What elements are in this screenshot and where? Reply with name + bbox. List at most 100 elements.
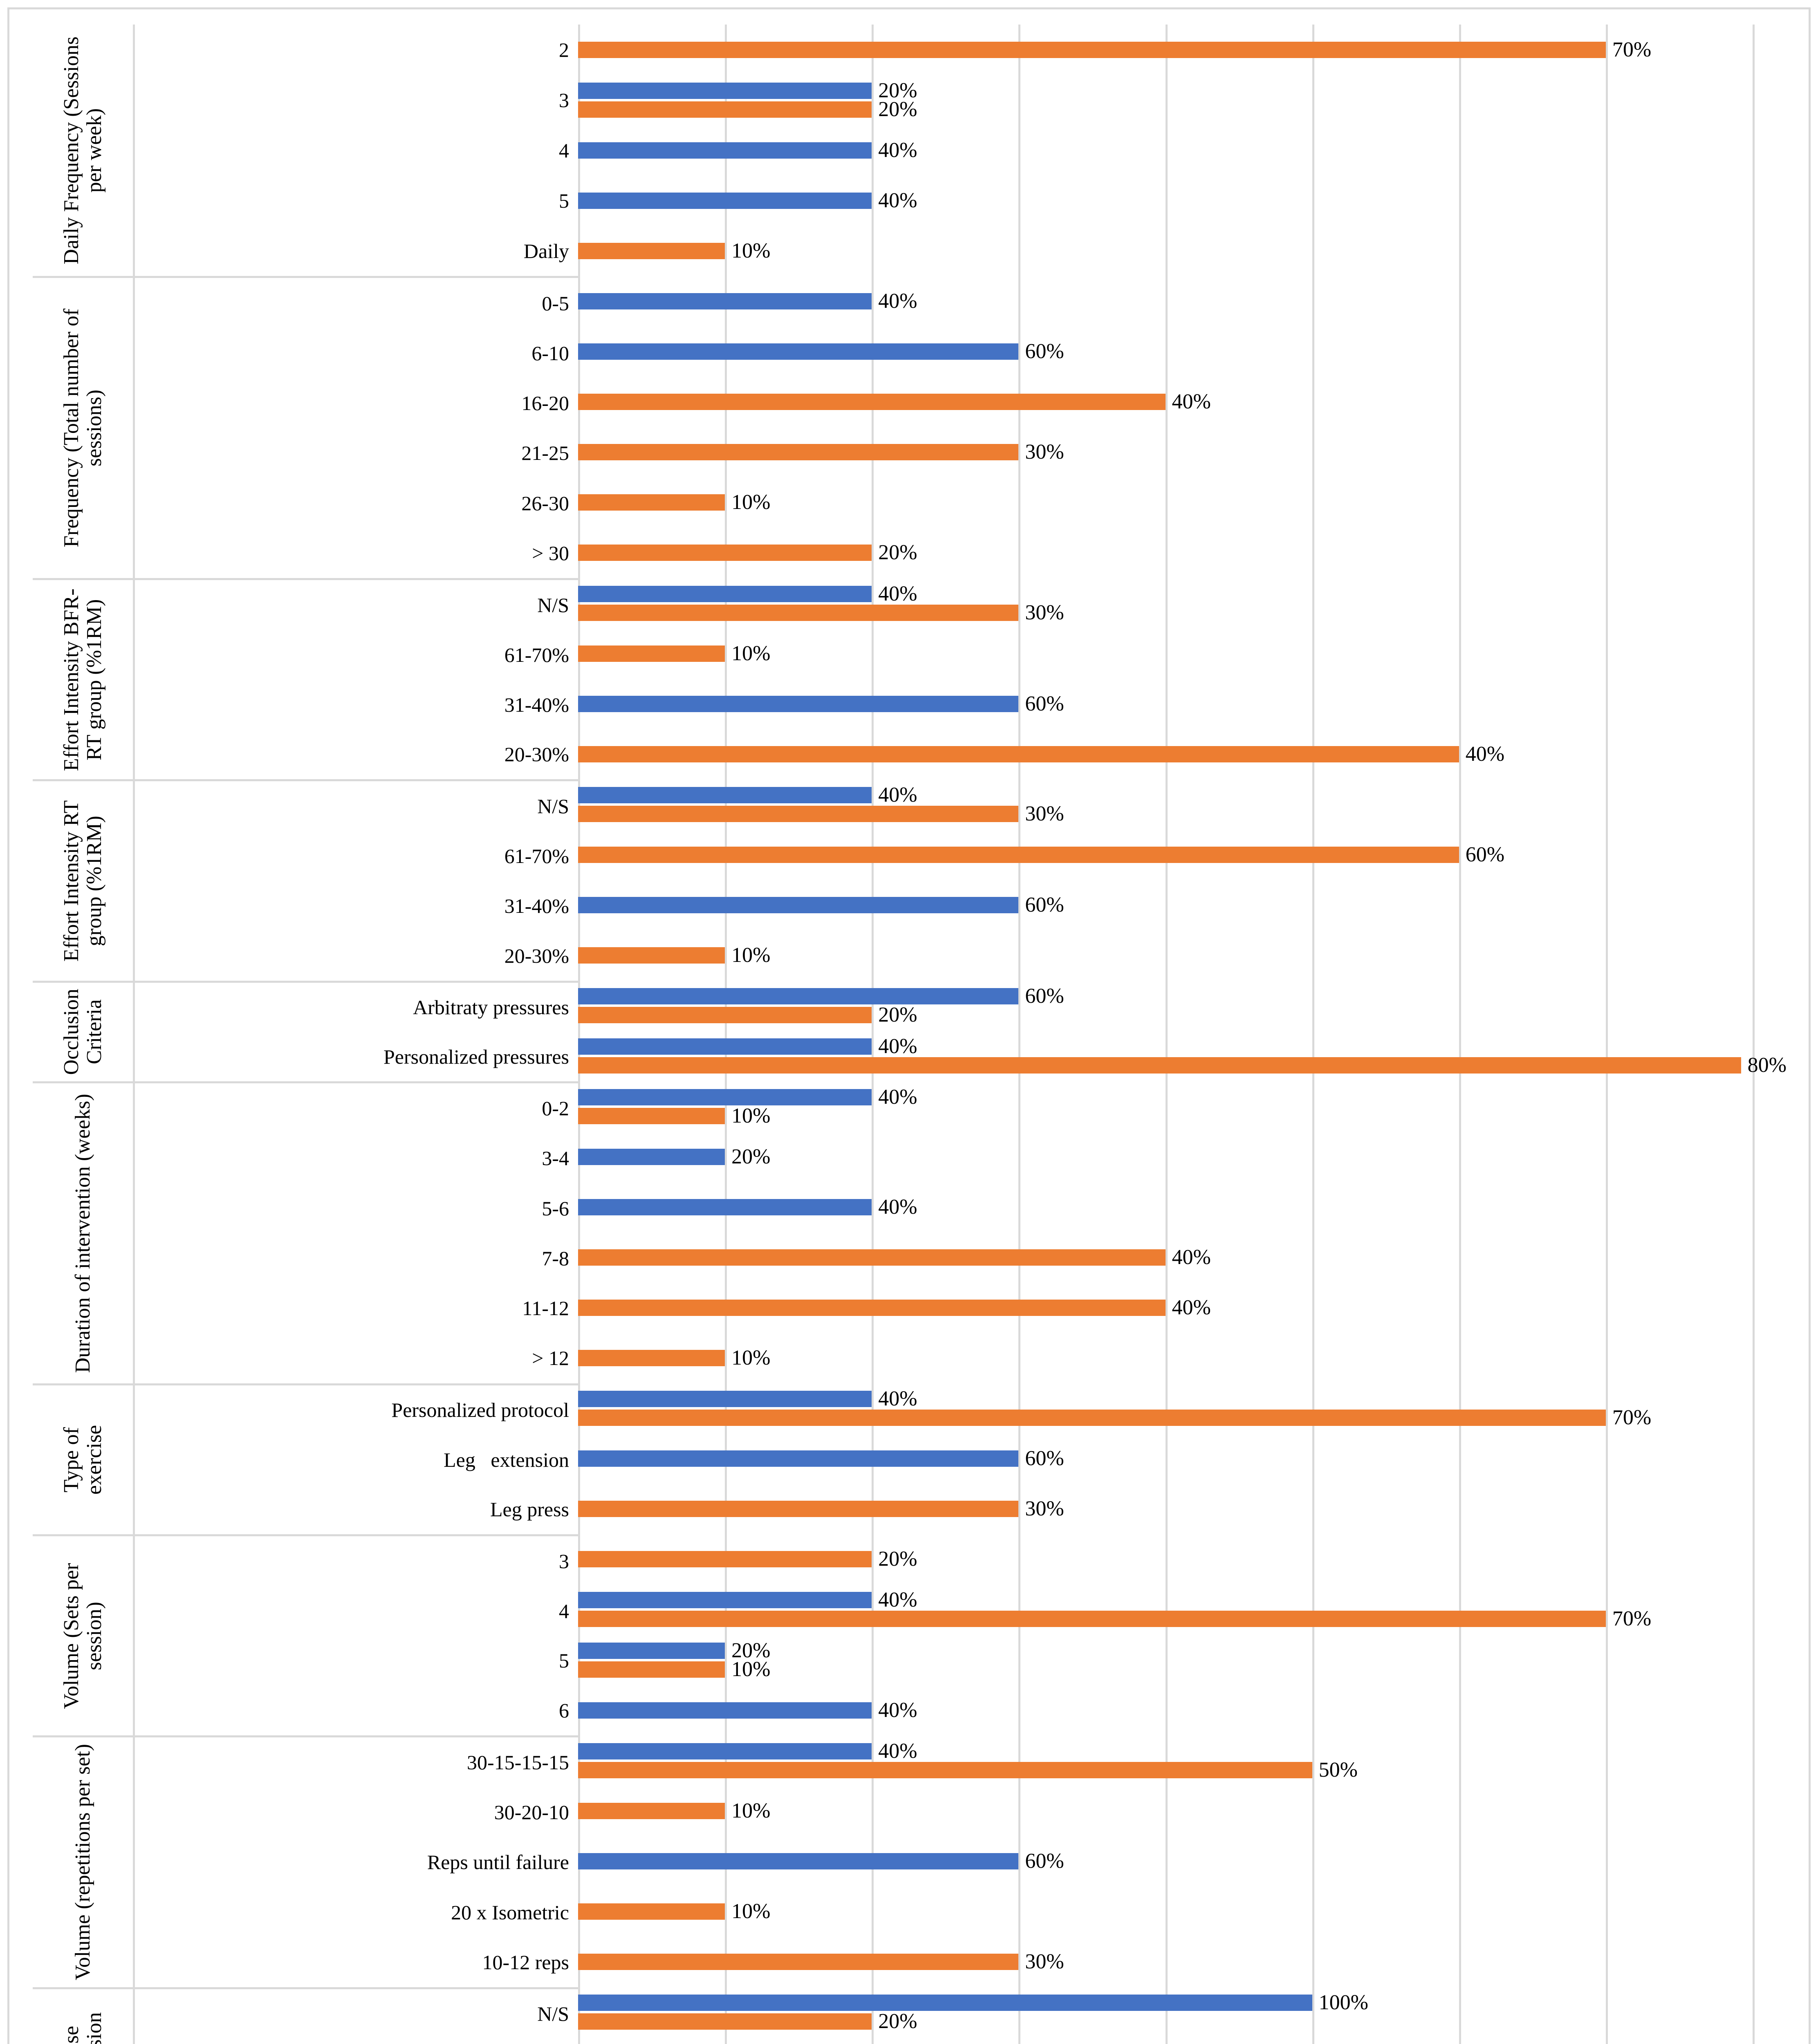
bar-segment-pre-op[interactable] [578,1089,872,1105]
bar-pre-op[interactable]: 60% [578,986,1787,1007]
bar-segment-pre-op[interactable] [578,787,872,803]
bar-post-op[interactable]: 30% [578,1951,1787,1972]
bar-pre-op[interactable]: 20% [578,1640,1787,1661]
bar-post-op[interactable]: 40% [578,1297,1787,1318]
bar-segment-post-op[interactable] [578,645,725,662]
bar-pre-op[interactable]: 60% [578,341,1787,362]
bar-segment-post-op[interactable] [578,847,1459,863]
bar-post-op[interactable]: 10% [578,1901,1787,1922]
bar-post-op[interactable]: 30% [578,602,1787,623]
bar-segment-pre-op[interactable] [578,192,872,209]
bar-segment-post-op[interactable] [578,242,725,259]
bar-segment-post-op[interactable] [578,101,872,118]
bar-post-op[interactable]: 30% [578,1498,1787,1520]
bar-post-op[interactable]: 10% [578,643,1787,664]
bar-segment-post-op[interactable] [578,746,1459,762]
bar-post-op[interactable]: 70% [578,1608,1787,1629]
bar-segment-post-op[interactable] [578,1299,1166,1316]
bar-segment-pre-op[interactable] [578,82,872,99]
bar-segment-post-op[interactable] [578,1007,872,1024]
bar-post-op[interactable]: 40% [578,743,1787,764]
bar-segment-post-op[interactable] [578,1349,725,1366]
bar-pre-op[interactable]: 40% [578,1086,1787,1107]
bar-segment-post-op[interactable] [578,2013,872,2030]
bar-post-op[interactable]: 20% [578,542,1787,563]
bar-segment-pre-op[interactable] [578,1743,872,1759]
bar-segment-post-op[interactable] [578,1762,1312,1778]
bar-post-op[interactable]: 10% [578,1800,1787,1821]
bar-segment-pre-op[interactable] [578,1853,1019,1869]
bar-pre-op[interactable]: 40% [578,1740,1787,1762]
bar-segment-post-op[interactable] [578,41,1606,58]
bar-pre-op[interactable]: 60% [578,1850,1787,1871]
bar-segment-post-op[interactable] [578,1410,1606,1426]
bar-post-op[interactable]: 40% [578,1246,1787,1268]
bar-pre-op[interactable]: 40% [578,1036,1787,1057]
bar-segment-post-op[interactable] [578,1057,1741,1074]
bar-post-op[interactable]: 10% [578,945,1787,966]
bar-post-op[interactable]: 70% [578,39,1787,60]
bar-segment-pre-op[interactable] [578,1148,725,1165]
bar-segment-pre-op[interactable] [578,695,1019,712]
bar-pre-op[interactable]: 60% [578,1448,1787,1469]
bar-segment-post-op[interactable] [578,1903,725,1920]
bar-segment-pre-op[interactable] [578,293,872,310]
bar-pre-op[interactable]: 40% [578,1699,1787,1721]
bar-post-op[interactable]: 30% [578,803,1787,824]
bar-segment-post-op[interactable] [578,1249,1166,1266]
bar-segment-pre-op[interactable] [578,585,872,602]
bar-post-op[interactable]: 20% [578,1549,1787,1570]
bar-post-op[interactable]: 50% [578,1759,1787,1780]
bar-segment-post-op[interactable] [578,1611,1606,1627]
bar-segment-post-op[interactable] [578,947,725,964]
bar-segment-post-op[interactable] [578,1954,1019,1970]
bar-pre-op[interactable]: 20% [578,80,1787,101]
bar-post-op[interactable]: 10% [578,1105,1787,1126]
bar-segment-post-op[interactable] [578,1802,725,1819]
bar-segment-pre-op[interactable] [578,1450,1019,1467]
bar-post-op[interactable]: 80% [578,1055,1787,1076]
bar-pre-op[interactable]: 100% [578,1992,1787,2013]
bar-pre-op[interactable]: 40% [578,583,1787,604]
bar-segment-post-op[interactable] [578,604,1019,621]
bar-pre-op[interactable]: 20% [578,1146,1787,1167]
bar-segment-post-op[interactable] [578,394,1166,410]
bar-post-op[interactable]: 10% [578,492,1787,513]
bar-segment-pre-op[interactable] [578,1642,725,1659]
bar-post-op[interactable]: 10% [578,1659,1787,1680]
bar-segment-pre-op[interactable] [578,1391,872,1407]
bar-segment-pre-op[interactable] [578,1199,872,1215]
bar-segment-pre-op[interactable] [578,988,1019,1005]
bar-post-op[interactable]: 60% [578,844,1787,865]
bar-pre-op[interactable]: 40% [578,784,1787,805]
bar-segment-post-op[interactable] [578,1551,872,1568]
bar-post-op[interactable]: 10% [578,240,1787,261]
bar-post-op[interactable]: 40% [578,391,1787,412]
bar-segment-pre-op[interactable] [578,1995,1312,2011]
bar-segment-post-op[interactable] [578,545,872,561]
bar-segment-post-op[interactable] [578,494,725,511]
bar-pre-op[interactable]: 60% [578,693,1787,714]
bar-post-op[interactable]: 20% [578,1004,1787,1026]
bar-post-op[interactable]: 30% [578,442,1787,463]
bar-segment-pre-op[interactable] [578,142,872,159]
bar-segment-post-op[interactable] [578,1661,725,1678]
bar-pre-op[interactable]: 40% [578,190,1787,211]
bar-segment-pre-op[interactable] [578,897,1019,914]
bar-segment-post-op[interactable] [578,805,1019,822]
bar-segment-pre-op[interactable] [578,1592,872,1609]
bar-pre-op[interactable]: 40% [578,1388,1787,1410]
bar-segment-post-op[interactable] [578,1501,1019,1517]
bar-post-op[interactable]: 10% [578,1347,1787,1368]
bar-post-op[interactable]: 20% [578,2011,1787,2032]
bar-post-op[interactable]: 70% [578,1407,1787,1428]
bar-pre-op[interactable]: 40% [578,291,1787,312]
bar-pre-op[interactable]: 40% [578,1196,1787,1217]
bar-pre-op[interactable]: 40% [578,139,1787,161]
bar-pre-op[interactable]: 60% [578,894,1787,916]
bar-segment-pre-op[interactable] [578,1702,872,1719]
bar-segment-post-op[interactable] [578,444,1019,461]
bar-segment-pre-op[interactable] [578,343,1019,360]
bar-pre-op[interactable]: 40% [578,1589,1787,1611]
bar-post-op[interactable]: 20% [578,99,1787,120]
